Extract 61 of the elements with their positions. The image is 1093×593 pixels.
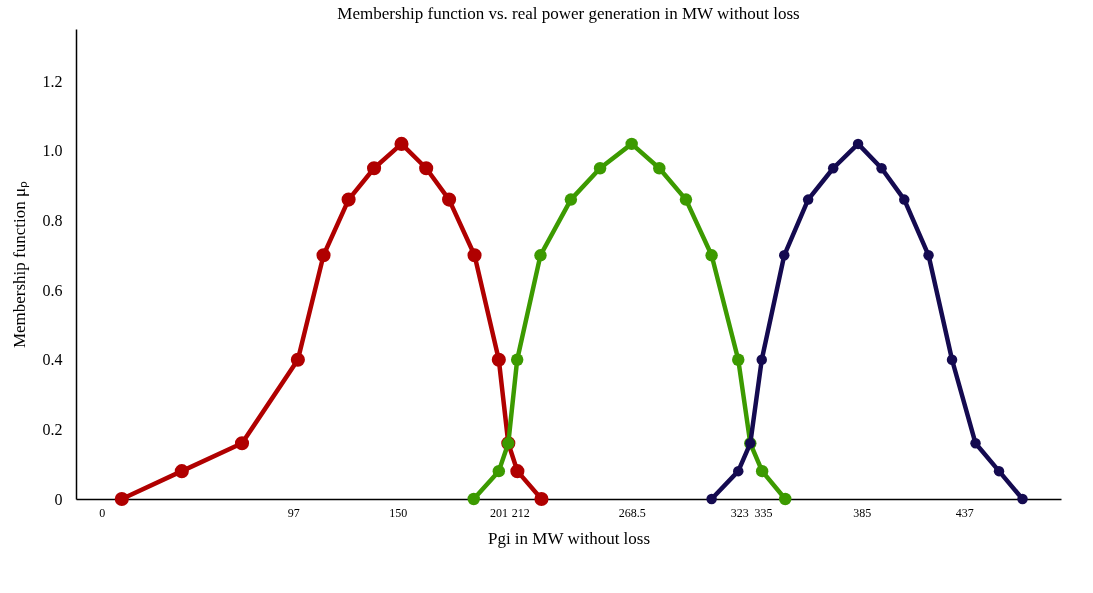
point: [290, 352, 305, 367]
point: [316, 248, 331, 263]
y-tick-label: 0: [54, 490, 63, 508]
point: [510, 353, 524, 366]
point: [653, 162, 666, 175]
point: [732, 353, 745, 366]
point: [114, 491, 129, 507]
point: [827, 163, 839, 174]
x-tick-label: 201: [489, 505, 508, 520]
x-tick-label: 323: [730, 505, 749, 520]
point: [733, 465, 744, 477]
point: [492, 464, 506, 478]
point: [876, 163, 887, 174]
point: [367, 161, 382, 176]
y-tick-label: 1.0: [42, 142, 63, 160]
point: [510, 464, 525, 479]
point: [756, 354, 767, 365]
y-tick-label: 0.2: [42, 420, 63, 438]
x-axis-title: Pgi in MW without loss: [487, 528, 651, 548]
point: [923, 250, 934, 261]
point: [970, 438, 981, 449]
point: [946, 354, 958, 365]
x-tick-label: 150: [389, 505, 408, 520]
point: [534, 249, 547, 262]
y-tick-label: 1.2: [42, 72, 63, 90]
point: [1017, 493, 1028, 505]
x-tick-label: 335: [754, 505, 773, 520]
y-tick-label: 0.4: [42, 351, 63, 369]
y-axis-title: Membership function μₚ: [9, 180, 30, 349]
point: [467, 492, 480, 506]
chart-title: Membership function vs. real power generation in MW without loss: [337, 4, 800, 23]
point: [491, 352, 506, 367]
point: [705, 249, 718, 262]
x-tick-label: 97: [287, 505, 300, 520]
point: [419, 161, 434, 176]
point: [899, 194, 910, 205]
x-tick-label: 385: [853, 505, 872, 520]
point: [534, 491, 549, 507]
x-tick-label: 437: [955, 505, 974, 520]
y-tick-label: 0.8: [42, 211, 63, 229]
point: [755, 464, 769, 478]
point: [174, 464, 189, 479]
point: [993, 465, 1005, 477]
point: [625, 137, 638, 151]
point: [802, 194, 814, 205]
point: [593, 162, 607, 175]
point: [779, 250, 790, 261]
point: [779, 492, 792, 506]
point: [679, 193, 693, 206]
point: [394, 136, 409, 151]
point: [564, 193, 578, 206]
point: [467, 248, 482, 263]
y-tick-label: 0.6: [42, 281, 63, 299]
point: [706, 493, 717, 505]
point: [234, 436, 250, 451]
point: [442, 192, 457, 207]
x-tick-label: 212: [511, 505, 530, 520]
point: [852, 138, 864, 150]
point: [341, 192, 356, 207]
x-tick-label: 0: [99, 505, 106, 520]
x-tick-label: 268.5: [618, 505, 646, 520]
